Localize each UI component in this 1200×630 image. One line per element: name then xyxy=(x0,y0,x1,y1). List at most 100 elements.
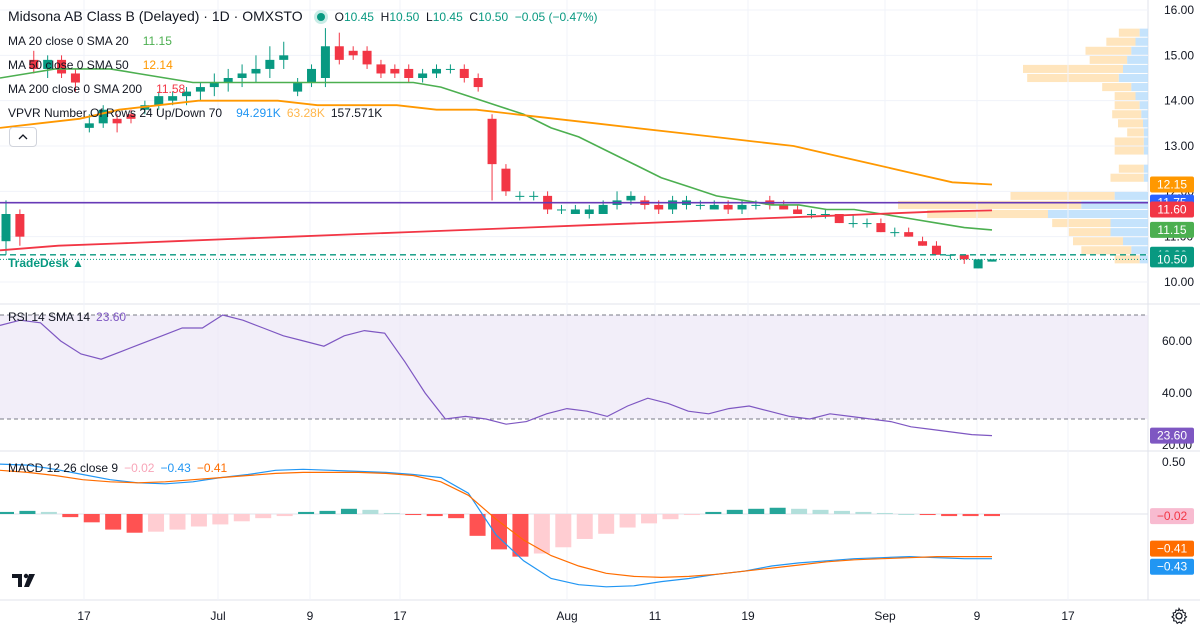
macd-hist-bar xyxy=(319,510,336,514)
vpvr-down-bar xyxy=(1089,55,1128,64)
vpvr-up-bar xyxy=(1143,128,1148,137)
grid xyxy=(0,0,1148,600)
tradedesk-label[interactable]: TradeDesk ▲ xyxy=(8,256,84,270)
candle-body xyxy=(820,214,830,215)
legend-rsi[interactable]: RSI 14 SMA 14 23.60 xyxy=(8,310,132,324)
vpvr-up-bar xyxy=(1135,92,1148,101)
ma200-value: 11.58 xyxy=(156,82,186,96)
ma50-value: 12.14 xyxy=(142,58,173,72)
macd-hist-bar xyxy=(898,514,915,515)
macd-hist-bar xyxy=(533,514,550,554)
price-label-text: 10.50 xyxy=(1157,252,1187,266)
tradingview-logo-icon[interactable] xyxy=(10,570,38,590)
candle-body xyxy=(556,209,566,211)
legend-ma20[interactable]: MA 20 close 0 SMA 20 11.15 xyxy=(8,34,178,48)
price-tick-label: 14.00 xyxy=(1164,94,1194,108)
vpvr-up-bar xyxy=(1081,200,1148,209)
macd-hist-bar xyxy=(855,511,872,514)
price-tick-label: 13.00 xyxy=(1164,139,1194,153)
gear-icon[interactable] xyxy=(1170,607,1188,625)
time-tick-label: 9 xyxy=(307,609,314,623)
vpvr-down-bar xyxy=(1114,137,1144,146)
price-label-text: 11.15 xyxy=(1157,223,1186,237)
macd-label-text: −0.43 xyxy=(1157,560,1188,574)
macd-hist-bar xyxy=(641,514,658,524)
candle-body xyxy=(418,73,428,78)
vpvr-down-bar xyxy=(1052,219,1111,228)
moving-averages xyxy=(0,68,1148,260)
vpvr-profile xyxy=(898,28,1148,264)
legend-macd[interactable]: MACD 12 26 close 9 −0.02 −0.43 −0.41 xyxy=(8,461,233,475)
candle-body xyxy=(362,50,372,65)
candle-body xyxy=(918,241,928,246)
price-tick-label: 10.00 xyxy=(1164,275,1194,289)
candle-body xyxy=(237,73,247,78)
vpvr-up-bar xyxy=(1048,209,1148,219)
rsi-line xyxy=(0,314,993,437)
macd-hist-value: −0.02 xyxy=(124,461,155,475)
candle-body xyxy=(876,223,886,233)
macd-hist-bar xyxy=(426,514,443,517)
candle-body xyxy=(320,46,330,78)
legend-ma200[interactable]: MA 200 close 0 SMA 200 11.58 xyxy=(8,82,191,96)
vpvr-down-bar xyxy=(1081,246,1132,255)
macd-hist-bar xyxy=(941,514,958,517)
vpvr-up-bar xyxy=(1123,64,1148,73)
vpvr-down-bar xyxy=(927,209,1048,219)
price-tick-label: 15.00 xyxy=(1164,48,1194,62)
macd-hist-bar xyxy=(126,514,143,533)
collapse-legend-button[interactable] xyxy=(9,127,37,147)
vpvr-down-bar xyxy=(1106,37,1136,46)
macd-hist-bar xyxy=(791,508,808,514)
close-label: C xyxy=(469,10,479,24)
candle-body xyxy=(737,204,747,210)
ma20-line xyxy=(0,68,993,231)
vpvr-up-bar xyxy=(1123,237,1148,246)
candle-body xyxy=(445,68,455,70)
candle-body xyxy=(598,204,608,214)
symbol-title[interactable]: Midsona AB Class B (Delayed) · 1D · OMXS… xyxy=(8,8,303,24)
candles[interactable] xyxy=(1,28,997,269)
candle-body xyxy=(973,259,983,269)
candle-body xyxy=(890,232,900,234)
ma50-label: MA 50 close 0 SMA 50 xyxy=(8,58,129,72)
legend-vpvr[interactable]: VPVR Number Of Rows 24 Up/Down 70 94.291K… xyxy=(8,106,388,120)
vpvr-down-bar xyxy=(1118,28,1140,37)
vpvr-down-bar xyxy=(1085,46,1132,55)
vpvr-up-bar xyxy=(1118,73,1148,83)
vpvr-down-bar xyxy=(1114,92,1136,101)
legend-ma50[interactable]: MA 50 close 0 SMA 50 12.14 xyxy=(8,58,179,72)
macd-hist-bar xyxy=(448,514,465,519)
tradedesk-text: TradeDesk xyxy=(8,256,69,270)
vpvr-up-bar xyxy=(1131,46,1148,55)
market-status-icon[interactable] xyxy=(316,12,325,21)
ohlc-readout: O10.45 H10.50 L10.45 C10.50 −0.05 (−0.47… xyxy=(335,10,598,24)
candle-body xyxy=(570,209,580,214)
candle-body xyxy=(223,78,233,83)
macd-hist-bar xyxy=(619,514,636,528)
candle-body xyxy=(43,59,53,69)
candle-body xyxy=(806,214,816,215)
macd-label: MACD 12 26 close 9 xyxy=(8,461,119,475)
candle-body xyxy=(182,91,192,97)
candle-body xyxy=(293,82,303,92)
triangle-up-icon: ▲ xyxy=(72,256,84,270)
rsi-pane[interactable] xyxy=(0,314,1148,437)
vpvr-down-bar xyxy=(1110,173,1144,182)
vpvr-down-bar xyxy=(1127,128,1144,137)
macd-hist-bar xyxy=(705,511,722,514)
macd-hist-bar xyxy=(83,514,100,523)
macd-pane[interactable] xyxy=(0,463,1148,588)
price-label-box xyxy=(1150,251,1194,268)
vpvr-up-bar xyxy=(1114,191,1148,200)
rsi-band xyxy=(0,315,1148,419)
axes[interactable]: 16.0015.0014.0013.0012.0011.0010.0012.15… xyxy=(77,3,1194,623)
macd-hist-bar xyxy=(662,514,679,520)
time-tick-label: 19 xyxy=(741,609,755,623)
vpvr-down-bar xyxy=(898,200,1082,209)
candle-body xyxy=(931,245,941,255)
macd-label-box xyxy=(1150,540,1194,557)
macd-hist-bar xyxy=(876,512,893,514)
time-tick-label: 11 xyxy=(649,609,662,623)
